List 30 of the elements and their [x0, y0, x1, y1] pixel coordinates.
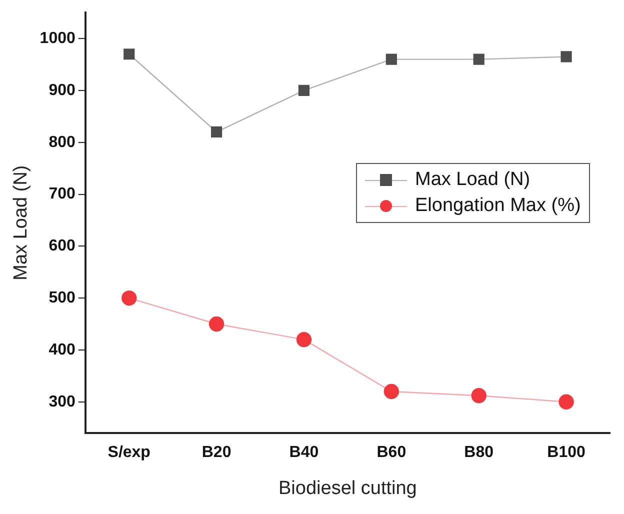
- point: [473, 54, 484, 65]
- y-tick-label: 700: [48, 186, 76, 203]
- point: [558, 394, 574, 410]
- y-tick-label: 500: [48, 289, 76, 306]
- y-tick-label: 1000: [40, 30, 76, 47]
- y-tick-label: 400: [48, 341, 76, 358]
- point: [471, 388, 486, 404]
- y-tick-label: 600: [48, 238, 76, 255]
- x-tick-label: S/exp: [108, 444, 151, 462]
- y-tick-label: 300: [48, 393, 76, 410]
- point: [122, 290, 137, 306]
- x-axis-title: Biodiesel cutting: [278, 478, 417, 499]
- point: [386, 54, 397, 65]
- x-tick-label: B20: [202, 444, 232, 462]
- point: [384, 384, 400, 400]
- legend-label: Max Load (N): [415, 169, 530, 192]
- y-tick-label: 900: [48, 82, 76, 99]
- y-axis-title: Max Load (N): [10, 165, 32, 280]
- x-tick-label: B100: [547, 444, 586, 462]
- point: [560, 51, 572, 62]
- point: [296, 332, 312, 348]
- x-tick-label: B40: [289, 444, 319, 462]
- point: [124, 48, 135, 60]
- point: [298, 84, 310, 96]
- y-tick-label: 800: [48, 134, 76, 151]
- point: [210, 126, 222, 138]
- x-tick-label: B60: [376, 444, 406, 462]
- x-tick-label: B80: [464, 444, 494, 462]
- point: [208, 316, 224, 332]
- legend-label: Elongation Max (%): [415, 195, 581, 218]
